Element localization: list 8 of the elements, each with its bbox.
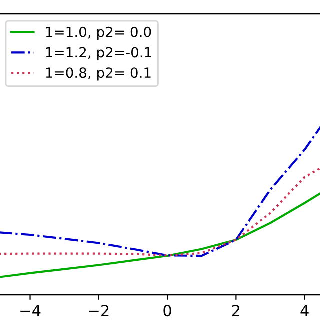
x-tick-label: −2 — [89, 305, 109, 316]
x-tick-label: 0 — [164, 305, 172, 317]
legend-label: 1=0.8, p2= 0.1 — [46, 68, 151, 81]
x-tick-label: 4 — [300, 305, 309, 316]
x-tick-label: 2 — [232, 305, 240, 316]
legend-label: 1=1.2, p2=-0.1 — [46, 47, 152, 60]
x-tick-label: −4 — [20, 305, 41, 316]
legend-label: 1=1.0, p2= 0.0 — [46, 26, 152, 40]
